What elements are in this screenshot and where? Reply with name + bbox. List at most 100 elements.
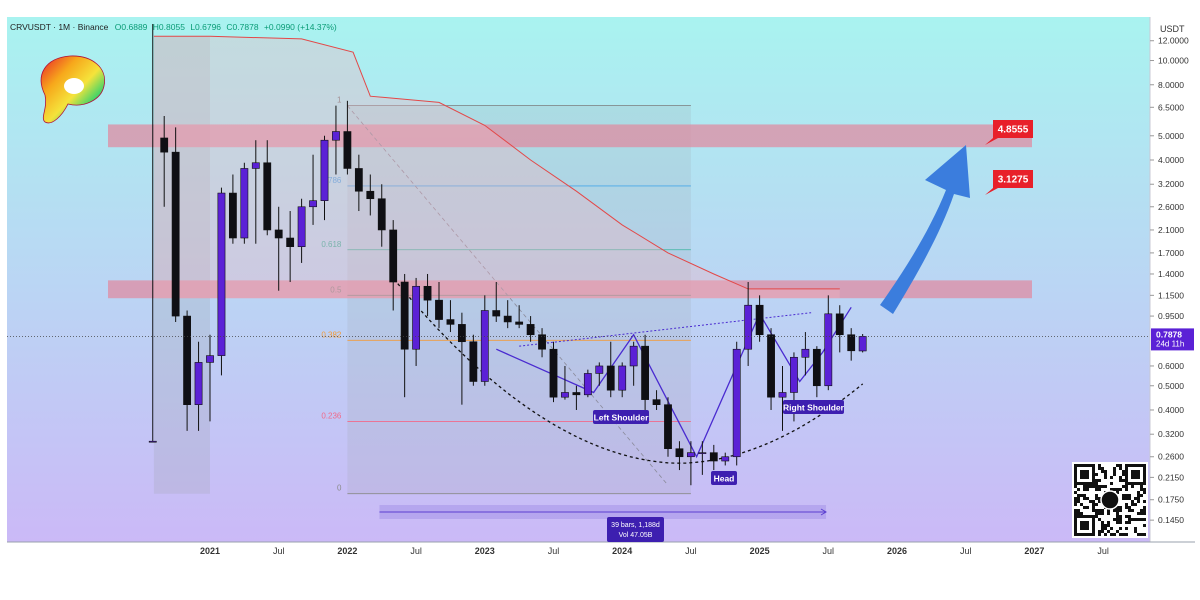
qr-module [1074,500,1077,503]
qr-module [1077,512,1080,515]
qr-module [1083,506,1086,509]
x-tick-label: 2027 [1024,546,1044,556]
qr-module [1101,521,1104,524]
candle-body [561,392,569,398]
fib-shade-left [153,36,210,494]
x-tick-label: Jul [1097,546,1109,556]
candle-body [332,131,340,141]
qr-module [1092,506,1095,509]
candle [480,295,489,386]
candle-body [801,348,810,358]
right-shoulder-label: Right Shoulder [783,400,845,414]
qr-module [1131,485,1134,488]
y-tick-label: 3.2000 [1158,179,1184,189]
qr-module [1077,500,1080,503]
indicator-cloud [153,35,840,299]
candle-body [549,348,558,398]
candle-body [148,440,157,443]
measure-tool [379,505,827,519]
candle-body [263,162,272,231]
qr-module [1095,479,1098,482]
candle-body [686,452,695,458]
qr-module [1143,500,1146,503]
qr-module [1104,473,1107,476]
qr-code-icon [1072,462,1148,538]
qr-module [1122,533,1125,536]
fib-level-label: 0.618 [321,240,342,249]
qr-module [1122,473,1125,476]
candle [309,154,317,225]
qr-module [1137,497,1140,500]
candle [629,341,638,386]
y-tick-label: 0.4000 [1158,405,1184,415]
qr-module [1104,527,1107,530]
fib-level-label: 0 [337,484,342,493]
candle [595,362,604,386]
candle [812,346,821,398]
qr-module [1119,509,1122,512]
last-price-label: 0.7878 24d 11h [1151,328,1194,351]
qr-module [1119,533,1122,536]
candle [469,334,478,386]
candle-body [297,206,306,247]
qr-module [1086,485,1089,488]
candle [526,316,535,342]
qr-module [1122,497,1125,500]
open-value: O0.6889 [115,22,148,32]
qr-module [1122,470,1125,473]
qr-module [1119,527,1122,530]
y-tick-label: 10.0000 [1158,56,1189,66]
qr-module [1128,509,1131,512]
candle [389,220,398,311]
y-tick-label: 0.1450 [1158,515,1184,525]
price-axis-background [1150,17,1195,542]
candle-body [217,192,226,356]
measure-bars-text: 39 bars, 1,188d [611,522,660,529]
candle [160,115,169,207]
candle [824,295,833,391]
qr-module [1134,503,1137,506]
price-axis-ticks: 12.0000 10.0000 8.0000 6.5000 5.0000 4.0000 3.… [1150,36,1189,525]
candle [435,282,443,329]
qr-module [1107,530,1110,533]
qr-finder-core [1131,470,1140,479]
qr-module [1122,485,1125,488]
qr-module [1086,506,1089,509]
candle [572,385,581,410]
candle-body [629,345,638,367]
qr-module [1098,500,1101,503]
candle [686,441,695,486]
candle-body [240,168,249,239]
qr-module [1095,485,1098,488]
candle-body [732,348,741,458]
qr-module [1098,467,1101,470]
close-value: C0.7878 [226,22,258,32]
y-tick-label: 1.4000 [1158,269,1184,279]
candle [400,273,409,398]
candle-body [858,336,867,352]
right-shoulder-text: Right Shoulder [783,403,845,413]
x-tick-label: 2022 [337,546,357,556]
qr-module [1101,530,1104,533]
y-tick-label: 0.2600 [1158,452,1184,462]
qr-module [1101,512,1104,515]
candle [744,282,753,366]
qr-module [1101,527,1104,530]
candle [755,295,764,342]
qr-module [1128,497,1131,500]
candle [503,300,512,329]
low-value: L0.6796 [190,22,221,32]
candle [423,273,432,317]
qr-module [1074,512,1077,515]
head-label: Head [711,471,737,485]
candle [721,452,730,466]
candle [286,211,295,283]
candle-body [709,452,718,462]
qr-module [1137,494,1140,497]
x-tick-label: Jul [960,546,972,556]
qr-module [1116,530,1119,533]
qr-module [1125,497,1128,500]
qr-module [1131,509,1134,512]
candle [251,140,260,244]
